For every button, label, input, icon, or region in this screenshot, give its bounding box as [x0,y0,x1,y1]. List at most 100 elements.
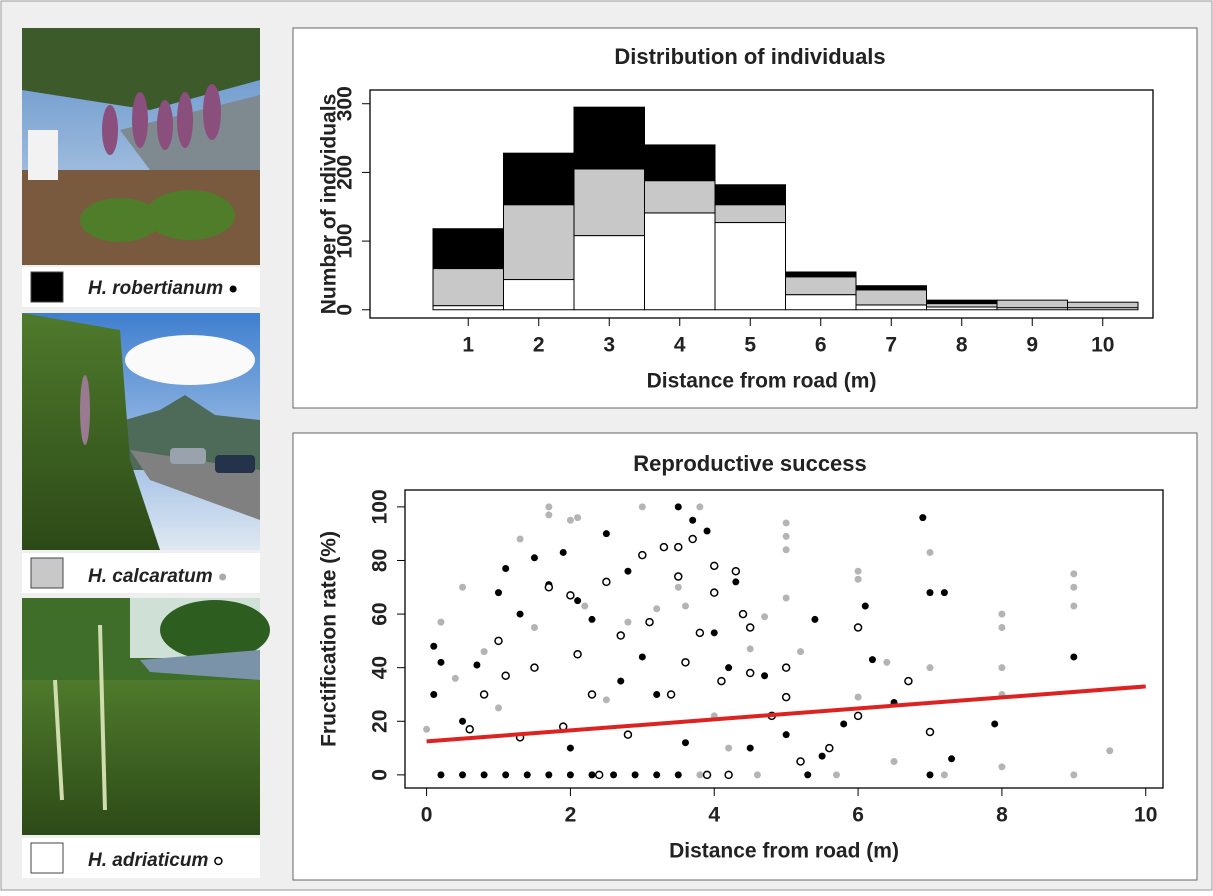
bar [504,153,575,205]
point [696,503,703,510]
point [725,745,732,752]
point [855,624,862,631]
point [761,672,768,679]
point [675,503,682,510]
point [617,678,624,685]
y-tick-label: 0 [369,769,392,781]
point [574,514,581,521]
point [668,691,675,698]
point [797,648,804,655]
point [430,691,437,698]
x-tick-label: 3 [603,334,615,357]
point [481,691,488,698]
x-tick-label: 1 [462,334,474,357]
point [704,771,711,778]
y-axis-label: Number of individuals [318,94,341,315]
legend-swatch [31,558,63,588]
point [437,771,444,778]
point [855,712,862,719]
point [855,576,862,583]
point [567,592,574,599]
bar [856,305,927,310]
point [481,648,488,655]
bar [786,277,857,295]
legend-label: H. adriaticum [88,850,208,871]
bar [645,145,716,181]
legend-swatch [31,272,63,302]
bar [786,272,857,277]
legend-marker [215,858,222,865]
x-tick-label: 2 [533,334,545,357]
point [725,771,732,778]
point [1070,603,1077,610]
bar [997,300,1068,308]
point [574,597,581,604]
point [624,568,631,575]
point [639,653,646,660]
point [732,568,739,575]
point [883,659,890,666]
x-tick-label: 5 [744,334,756,357]
point [495,589,502,596]
point [696,629,703,636]
point [1106,747,1113,754]
bar [715,205,786,223]
point [747,670,754,677]
point [711,629,718,636]
x-tick-label: 8 [956,334,968,357]
point [430,643,437,650]
point [545,511,552,518]
point [1070,584,1077,591]
photo-calcaratum [22,313,260,550]
point [459,584,466,591]
point [783,519,790,526]
figure: H. robertianum H. calcaratum H. adriatic… [0,0,1213,891]
point [502,565,509,572]
point [689,517,696,524]
point [991,720,998,727]
x-tick-label: 4 [674,334,686,357]
point [855,568,862,575]
legend-item: H. adriaticum [22,838,260,878]
point [948,755,955,762]
bar [433,269,504,306]
point [732,578,739,585]
point [603,578,610,585]
legend-marker [230,286,237,293]
point [675,584,682,591]
bar [715,223,786,310]
point [891,758,898,765]
point [560,549,567,556]
point [998,611,1005,618]
x-tick-label: 6 [852,804,864,827]
point [632,771,639,778]
bar [715,185,786,205]
point [905,678,912,685]
point [941,771,948,778]
point [675,573,682,580]
point [740,611,747,618]
point [660,544,667,551]
bar [927,304,998,307]
y-axis-label: Fructification rate (%) [318,531,341,747]
point [437,659,444,666]
point [531,664,538,671]
x-tick-label: 4 [708,804,720,827]
point [466,726,473,733]
point [437,619,444,626]
point [926,664,933,671]
chart-title: Reproductive success [633,451,867,476]
point [545,584,552,591]
point [704,528,711,535]
x-tick-label: 0 [421,804,433,827]
point [545,771,552,778]
point [588,771,595,778]
point [524,771,531,778]
point [919,514,926,521]
bar [574,236,645,310]
point [869,656,876,663]
x-tick-label: 2 [565,804,577,827]
point [653,691,660,698]
point [567,517,574,524]
point [682,603,689,610]
